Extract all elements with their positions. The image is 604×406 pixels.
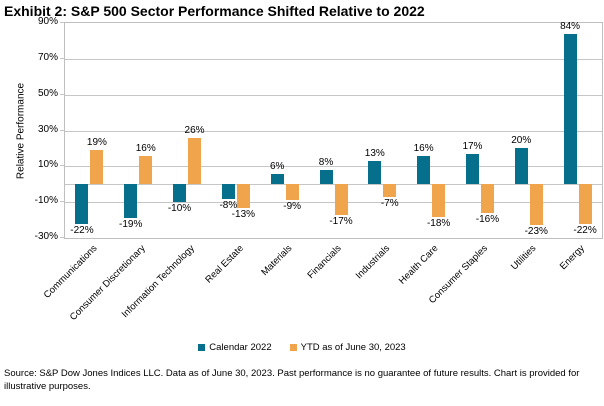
bar-calendar-2022 xyxy=(563,33,577,185)
y-tick-mark xyxy=(60,93,64,95)
source-note: Source: S&P Dow Jones Indices LLC. Data … xyxy=(4,368,580,393)
chart-title: Exhibit 2: S&P 500 Sector Performance Sh… xyxy=(4,3,425,19)
bar-ytd-2023 xyxy=(90,150,104,185)
bar-value-label: -19% xyxy=(119,219,143,231)
y-tick-label: 90% xyxy=(37,16,58,27)
bar-ytd-2023 xyxy=(432,184,446,217)
gridline xyxy=(65,94,602,96)
bar-value-label: 26% xyxy=(184,124,205,136)
y-tick-label: 10% xyxy=(37,159,58,171)
bar-value-label: -7% xyxy=(380,197,399,209)
y-tick-mark xyxy=(60,22,64,23)
bar-calendar-2022 xyxy=(75,184,89,224)
bar-value-label: -17% xyxy=(329,215,353,227)
bar-value-label: -16% xyxy=(475,213,500,225)
bar-value-label: 16% xyxy=(413,142,434,154)
legend-swatch xyxy=(289,344,297,351)
legend-label: Calendar 2022 xyxy=(209,342,272,353)
bar-value-label: -8% xyxy=(219,199,238,211)
bar-value-label: 8% xyxy=(318,156,334,168)
gridline xyxy=(65,130,602,132)
bar-value-label: 16% xyxy=(135,142,156,154)
bar-ytd-2023 xyxy=(285,184,299,201)
bar-value-label: -13% xyxy=(231,208,256,220)
legend-item: YTD as of June 30, 2023 xyxy=(289,342,406,353)
y-tick-mark xyxy=(60,201,64,203)
bar-value-label: 6% xyxy=(269,160,285,172)
category-label: Materials xyxy=(259,243,295,279)
bar-value-label: 20% xyxy=(511,135,532,147)
y-tick-mark xyxy=(60,165,64,167)
bar-value-label: -10% xyxy=(167,203,192,215)
bar-calendar-2022 xyxy=(319,169,333,185)
bar-value-label: -23% xyxy=(524,226,548,238)
plot-area: -22% -19% -10% -8% 6% 8% 13% 16% 17% 20% 84% 19% 16%… xyxy=(64,20,603,239)
bar-calendar-2022 xyxy=(514,148,528,185)
y-tick-mark xyxy=(60,129,64,131)
bar-calendar-2022 xyxy=(173,184,187,203)
legend-item: Calendar 2022 xyxy=(198,342,272,353)
bar-value-label: 17% xyxy=(462,140,483,152)
bar-calendar-2022 xyxy=(417,155,431,185)
gridline xyxy=(65,166,602,168)
y-tick-mark xyxy=(60,237,64,238)
bar-value-label: 19% xyxy=(86,137,107,149)
category-label: Utilities xyxy=(509,243,539,273)
bar-ytd-2023 xyxy=(334,184,348,215)
bar-calendar-2022 xyxy=(270,173,284,185)
bar-ytd-2023 xyxy=(383,184,397,197)
bar-ytd-2023 xyxy=(188,137,202,185)
y-tick-label: -30% xyxy=(34,231,58,242)
gridline xyxy=(65,202,602,204)
bar-value-label: -9% xyxy=(283,201,302,213)
bar-value-label: -22% xyxy=(573,224,597,236)
legend-label: YTD as of June 30, 2023 xyxy=(300,342,406,353)
bar-value-label: -22% xyxy=(70,224,94,236)
bar-ytd-2023 xyxy=(139,155,153,185)
zero-axis-line xyxy=(65,184,602,186)
category-label: Energy xyxy=(558,243,588,273)
bar-calendar-2022 xyxy=(368,160,382,185)
y-tick-label: 50% xyxy=(37,87,58,99)
y-tick-mark xyxy=(60,57,64,59)
category-label: Financials xyxy=(305,243,344,282)
gridline xyxy=(65,58,602,60)
legend-swatch xyxy=(198,344,206,351)
bar-value-label: 13% xyxy=(364,147,385,159)
bar-calendar-2022 xyxy=(465,153,479,185)
legend: Calendar 2022 YTD as of June 30, 2023 xyxy=(0,342,604,353)
bar-value-label: 84% xyxy=(560,20,581,32)
bar-ytd-2023 xyxy=(529,184,543,226)
y-tick-label: -10% xyxy=(34,195,58,207)
y-tick-label: 70% xyxy=(37,51,58,63)
y-tick-label: 30% xyxy=(37,123,58,135)
category-label: Real Estate xyxy=(203,243,246,286)
category-label: Health Care xyxy=(397,243,441,287)
bar-value-label: -18% xyxy=(426,217,451,229)
bar-ytd-2023 xyxy=(578,184,592,224)
bar-calendar-2022 xyxy=(221,184,235,199)
category-label: Industrials xyxy=(353,243,393,282)
bar-calendar-2022 xyxy=(124,184,138,219)
bar-ytd-2023 xyxy=(236,184,250,208)
bar-ytd-2023 xyxy=(480,184,494,213)
